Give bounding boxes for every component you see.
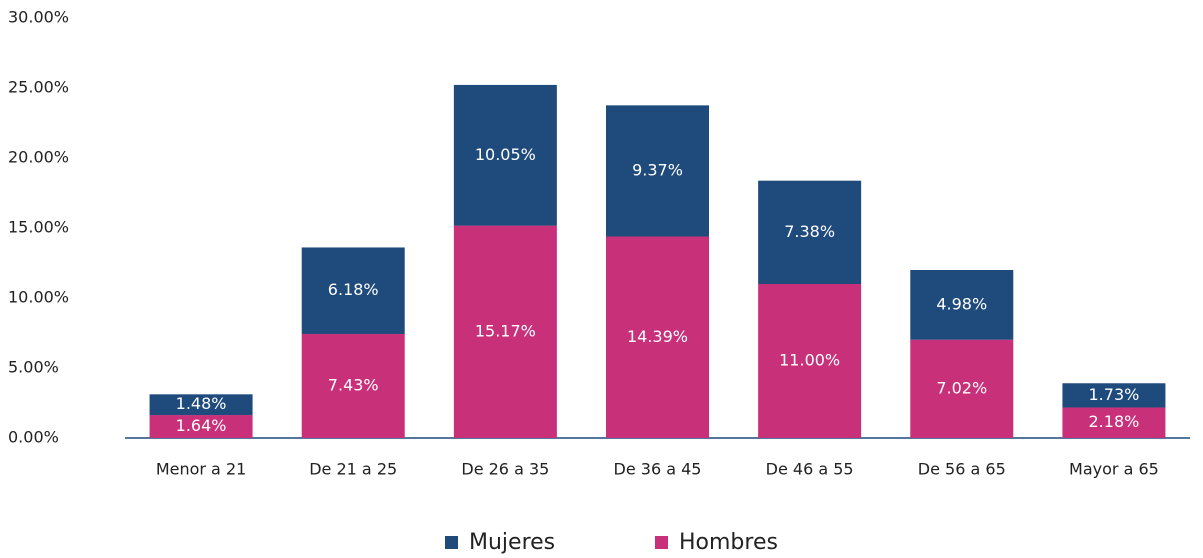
y-tick-label: 15.00%: [8, 218, 69, 237]
data-label: 14.39%: [627, 327, 688, 346]
bar-segment: [758, 180, 862, 284]
bar-segment: [606, 236, 709, 438]
bar-segment: [453, 225, 557, 438]
legend-swatch: [655, 536, 668, 549]
data-label: 1.64%: [176, 416, 227, 435]
x-tick-label: De 26 a 35: [461, 460, 549, 479]
data-label: 2.18%: [1089, 412, 1140, 431]
x-tick-label: De 36 a 45: [614, 460, 702, 479]
x-tick-label: Mayor a 65: [1069, 460, 1159, 479]
bar-segment: [149, 394, 253, 416]
bar-segment: [758, 284, 862, 438]
data-label: 11.00%: [779, 351, 840, 370]
y-tick-label: 30.00%: [8, 8, 69, 27]
bar-segment: [1062, 407, 1166, 438]
data-label: 1.73%: [1089, 385, 1140, 404]
bar-segment: [149, 415, 253, 438]
bar-segment: [606, 105, 709, 237]
bar-segment: [910, 339, 1014, 438]
x-tick-label: De 46 a 55: [766, 460, 854, 479]
data-label: 4.98%: [936, 294, 987, 313]
y-tick-label: 10.00%: [8, 288, 69, 307]
y-tick-label: 5.00%: [8, 358, 59, 377]
data-label: 7.43%: [328, 375, 379, 394]
y-tick-label: 0.00%: [8, 428, 59, 447]
x-tick-label: De 56 a 65: [918, 460, 1006, 479]
data-label: 9.37%: [632, 160, 683, 179]
y-tick-label: 20.00%: [8, 148, 69, 167]
x-tick-label: Menor a 21: [156, 460, 247, 479]
data-label: 15.17%: [475, 321, 536, 340]
data-label: 10.05%: [475, 145, 536, 164]
bar-segment: [301, 333, 405, 438]
data-label: 6.18%: [328, 280, 379, 299]
data-label: 7.38%: [784, 222, 835, 241]
legend-swatch: [445, 536, 458, 549]
bar-segment: [1062, 383, 1166, 408]
y-tick-label: 25.00%: [8, 78, 69, 97]
bar-segment: [301, 247, 405, 334]
x-tick-label: De 21 a 25: [309, 460, 397, 479]
bar-segment: [453, 84, 557, 226]
data-label: 1.48%: [176, 394, 227, 413]
legend-label: Mujeres: [469, 530, 555, 555]
legend-label: Hombres: [679, 530, 778, 555]
bar-segment: [910, 270, 1014, 340]
data-label: 7.02%: [936, 378, 987, 397]
